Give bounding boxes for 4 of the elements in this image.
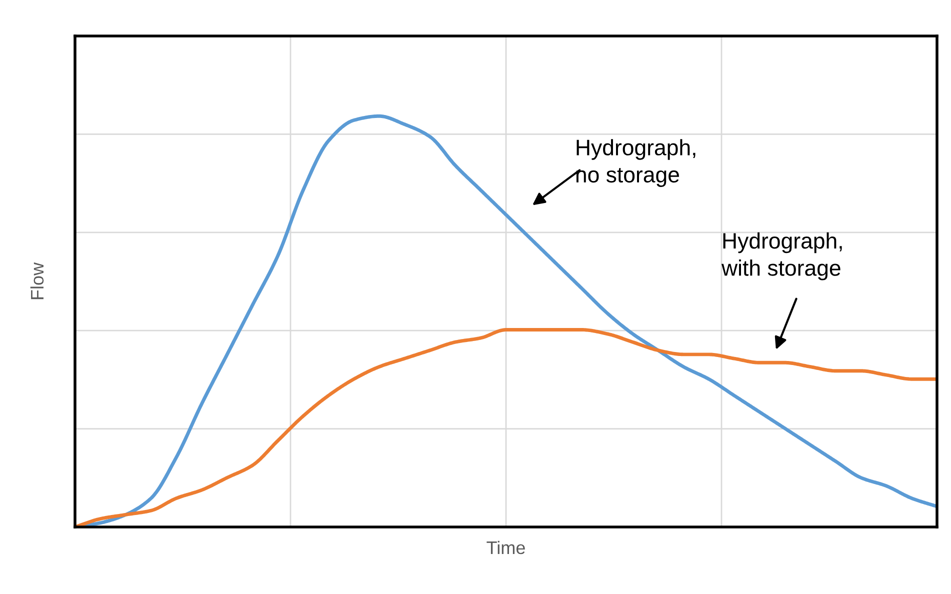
x-axis-title: Time <box>486 540 525 554</box>
annotation: Hydrograph, with storage <box>721 232 842 280</box>
y-axis-title: Flow <box>30 262 44 300</box>
annotation: Hydrograph, no storage <box>576 139 696 187</box>
